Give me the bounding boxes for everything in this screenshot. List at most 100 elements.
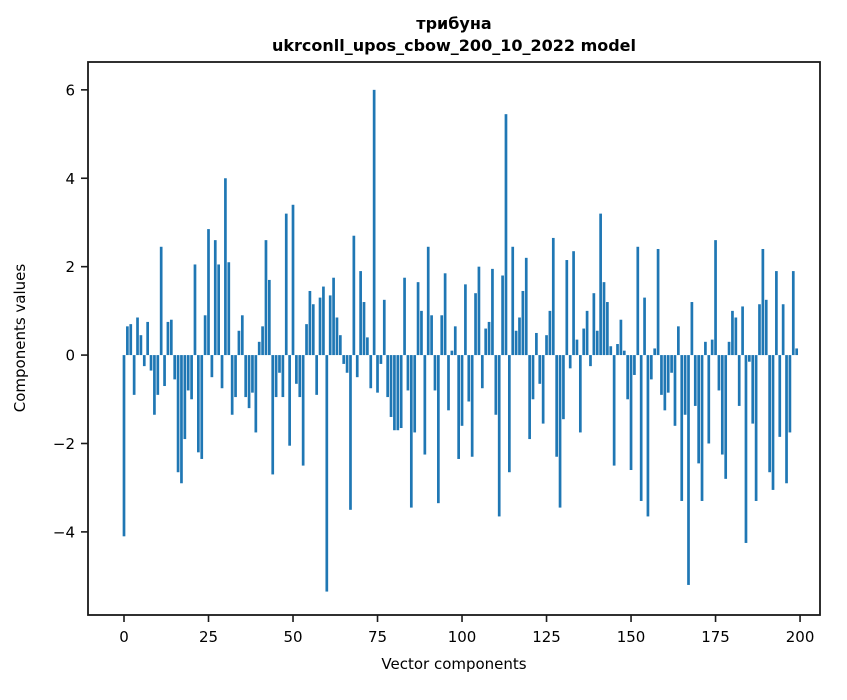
bar <box>666 355 670 393</box>
bar <box>271 355 275 475</box>
bar <box>203 315 207 356</box>
bar <box>524 257 528 356</box>
bar <box>257 341 261 356</box>
bar <box>565 260 569 356</box>
bar <box>673 355 677 426</box>
bar-series <box>122 89 799 592</box>
bar <box>355 355 359 378</box>
bar <box>308 290 312 356</box>
x-tick-label: 0 <box>119 628 129 646</box>
bar <box>731 310 734 356</box>
bar <box>240 315 244 356</box>
bar <box>572 251 575 356</box>
bar <box>504 114 508 356</box>
bar <box>437 355 440 504</box>
bar <box>142 355 146 367</box>
bar <box>406 355 410 391</box>
bar <box>423 355 427 455</box>
bar <box>284 213 288 356</box>
bar <box>548 310 552 356</box>
bar <box>480 355 484 389</box>
bar <box>369 355 373 389</box>
bar <box>541 355 545 424</box>
bar <box>778 355 782 437</box>
bar <box>528 355 531 440</box>
bar <box>366 337 369 356</box>
bar <box>132 355 136 395</box>
bar <box>207 229 210 356</box>
bar <box>288 355 291 446</box>
bar <box>156 355 160 395</box>
bar <box>440 315 444 356</box>
bar <box>764 299 768 356</box>
bar <box>616 344 619 356</box>
bar <box>629 355 633 471</box>
bar <box>450 350 454 356</box>
bar <box>612 355 616 466</box>
x-axis-ticks: 0 25 50 75 100 125 150 175 200 <box>119 615 814 646</box>
bar <box>328 295 332 356</box>
bar <box>558 355 562 508</box>
bar <box>633 355 636 375</box>
plot-area-border <box>87 61 821 616</box>
chart-subtitle: ukrconll_upos_cbow_200_10_2022 model <box>272 36 636 55</box>
bar <box>237 330 241 356</box>
bar <box>508 355 511 473</box>
bar <box>643 297 646 356</box>
bar <box>555 355 559 457</box>
bar <box>318 297 322 356</box>
x-tick-label: 25 <box>199 628 218 646</box>
bar <box>301 355 305 466</box>
bar <box>737 355 741 406</box>
bar <box>413 355 417 433</box>
x-tick-label: 75 <box>368 628 387 646</box>
x-tick-label: 200 <box>786 628 815 646</box>
bar <box>690 302 694 356</box>
bar <box>457 355 460 459</box>
bar <box>670 355 673 373</box>
bar <box>372 89 376 356</box>
bar <box>305 324 308 356</box>
bar <box>775 271 778 356</box>
x-tick-label: 150 <box>617 628 646 646</box>
bar <box>460 355 464 426</box>
bar <box>264 240 268 356</box>
bar <box>497 355 501 517</box>
bar <box>606 302 609 356</box>
bar <box>514 330 518 356</box>
bar <box>592 293 596 356</box>
y-axis-label: Components values <box>11 264 29 413</box>
bar <box>389 355 393 417</box>
bar <box>599 213 602 356</box>
bar <box>376 355 379 393</box>
bar <box>224 178 227 356</box>
bar <box>744 355 748 543</box>
bar <box>183 355 187 440</box>
bar <box>697 355 700 464</box>
bar <box>758 304 761 356</box>
bar <box>433 355 437 391</box>
bar <box>315 355 319 395</box>
bar <box>349 355 352 510</box>
bar <box>501 275 504 356</box>
bar <box>129 324 133 356</box>
bar <box>677 326 680 356</box>
bar <box>660 355 663 395</box>
bar <box>720 355 724 455</box>
bar <box>244 355 248 398</box>
bar <box>193 264 197 356</box>
bar <box>420 310 423 356</box>
bar <box>447 355 450 411</box>
bar <box>751 355 755 424</box>
bar <box>754 355 758 501</box>
bar <box>352 235 356 356</box>
bar <box>227 262 231 356</box>
bar <box>467 355 471 402</box>
bar <box>213 240 217 356</box>
chart-title: трибуна <box>416 14 491 33</box>
bar <box>781 304 785 356</box>
bar <box>714 240 717 356</box>
x-axis-label: Vector components <box>381 655 526 673</box>
bar <box>234 355 237 398</box>
